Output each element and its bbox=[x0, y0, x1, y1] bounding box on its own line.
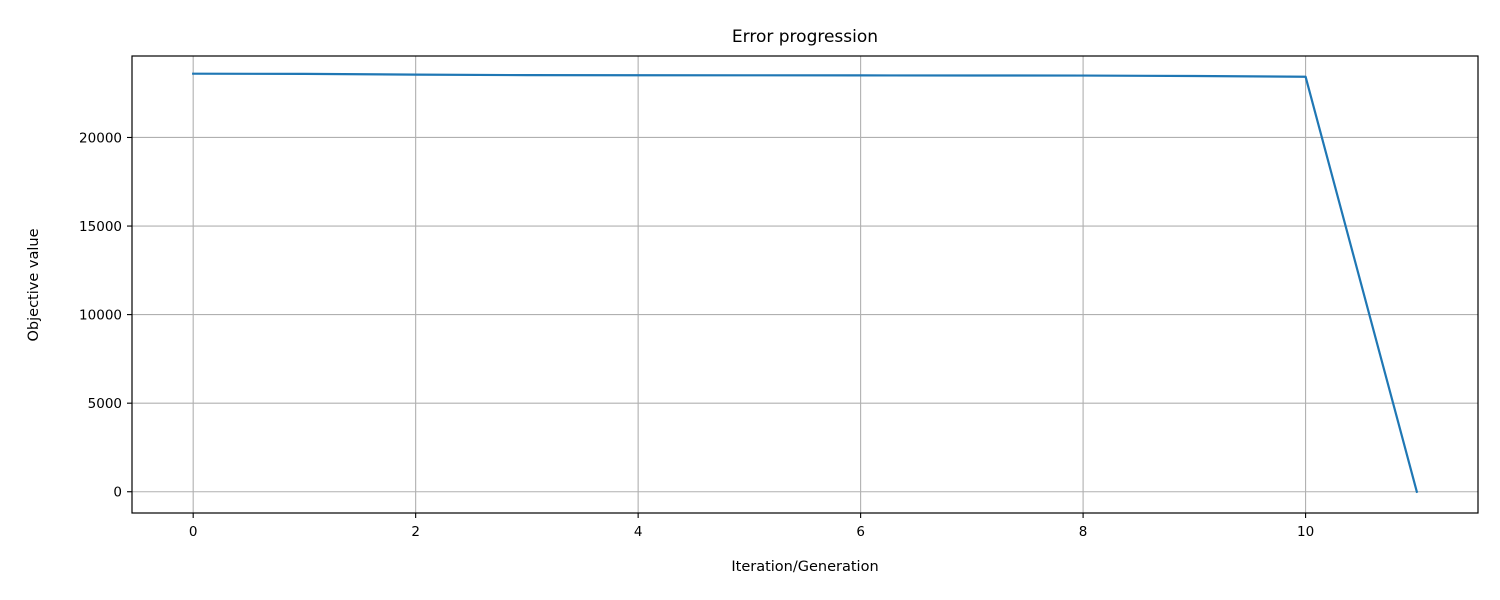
x-tick-label: 2 bbox=[411, 524, 420, 540]
plot-frame bbox=[131, 55, 1479, 514]
y-tick-label: 10000 bbox=[79, 308, 122, 324]
x-tick-label: 10 bbox=[1297, 524, 1314, 540]
x-tick-label: 4 bbox=[634, 524, 643, 540]
y-tick-label: 0 bbox=[113, 485, 122, 501]
y-tick-label: 15000 bbox=[79, 219, 122, 235]
chart-title: Error progression bbox=[732, 27, 878, 47]
y-axis-label: Objective value bbox=[26, 228, 42, 341]
grid bbox=[132, 56, 1478, 513]
x-tick-label: 8 bbox=[1079, 524, 1088, 540]
x-tick-label: 0 bbox=[189, 524, 198, 540]
x-axis-label: Iteration/Generation bbox=[731, 559, 878, 575]
series-layer bbox=[192, 72, 1419, 494]
y-axis: 0 5000 10000 15000 20000 bbox=[79, 130, 132, 501]
y-tick-label: 20000 bbox=[79, 130, 122, 146]
y-tick-label: 5000 bbox=[88, 396, 122, 412]
x-axis: 0 2 4 6 8 10 bbox=[189, 513, 1314, 540]
series-line bbox=[192, 72, 1419, 494]
x-tick-label: 6 bbox=[856, 524, 865, 540]
